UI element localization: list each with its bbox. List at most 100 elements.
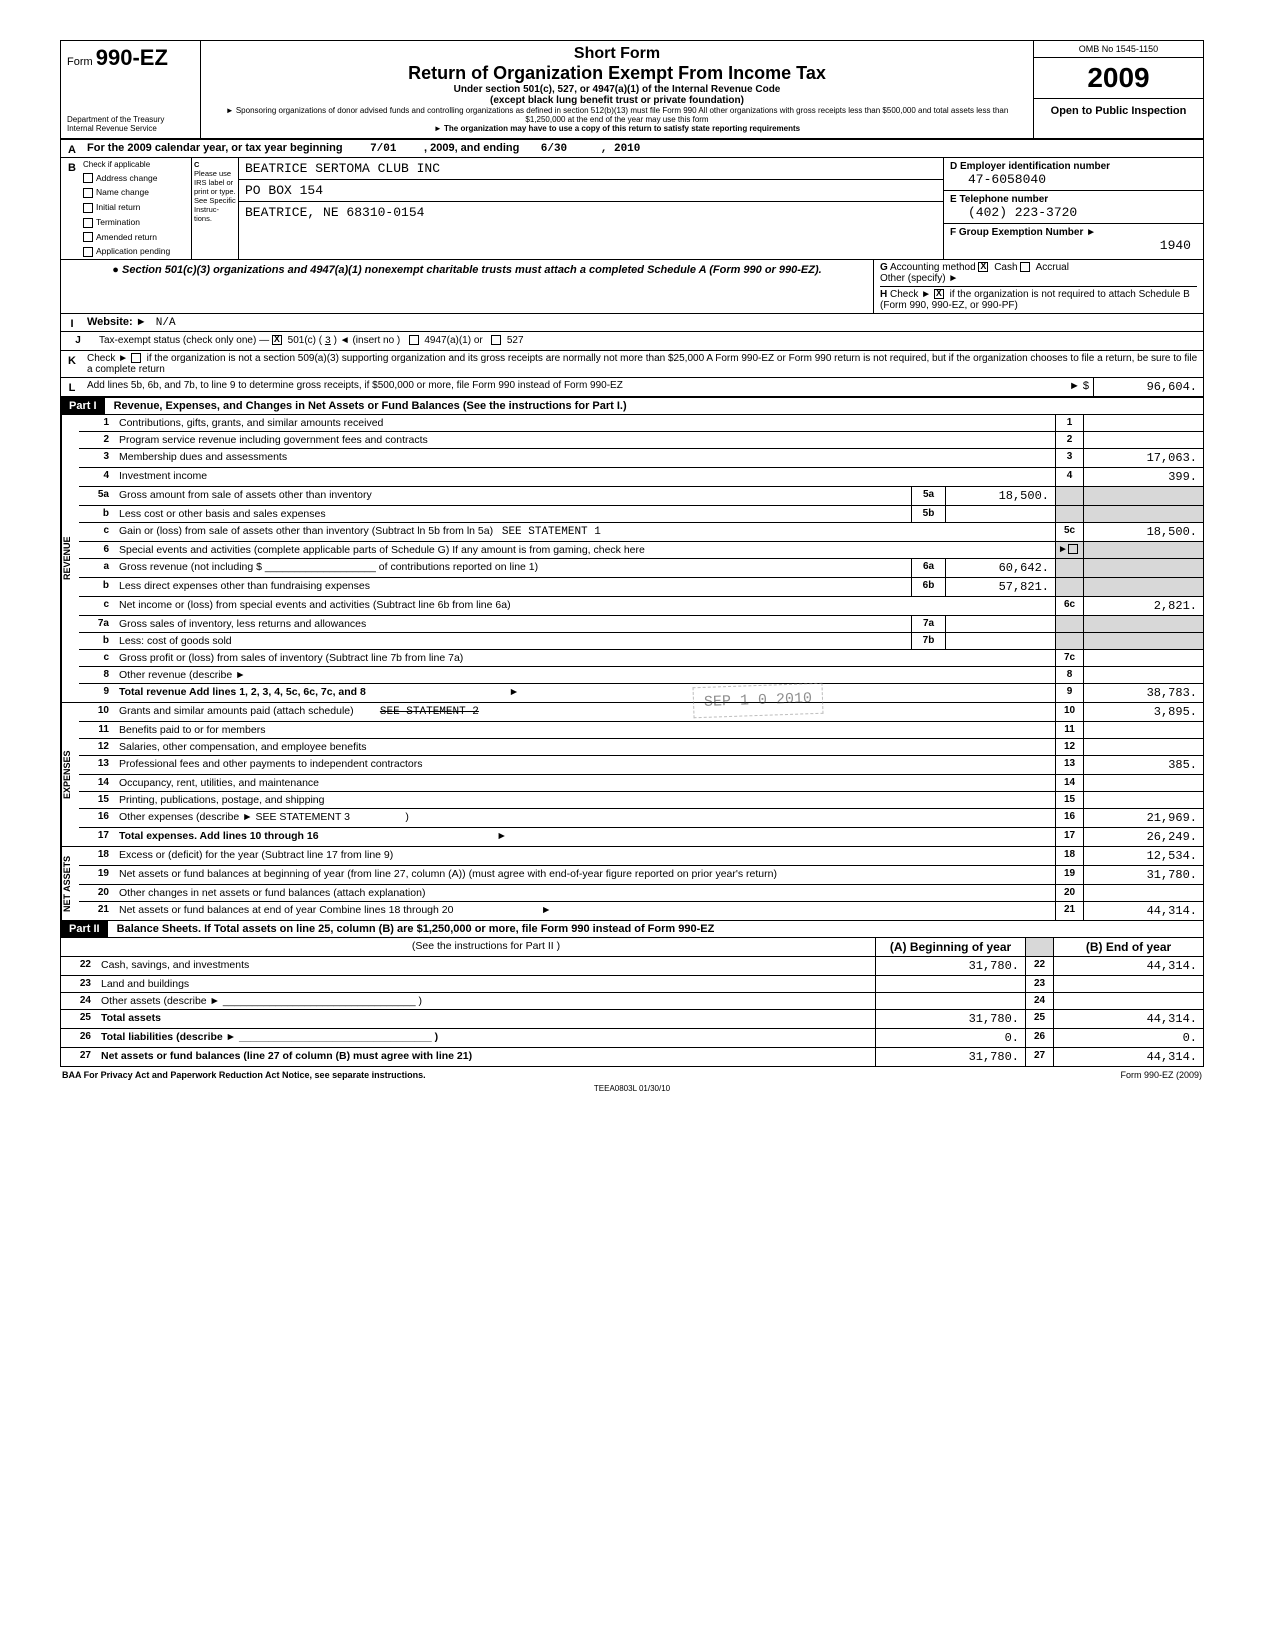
l6a: Gross revenue (not including $ _________…: [115, 559, 911, 577]
A-text: For the 2009 calendar year, or tax year …: [87, 142, 343, 154]
form-number: 990-EZ: [96, 45, 168, 70]
l5b: Less cost or other basis and sales expen…: [115, 506, 911, 522]
l5c-see: SEE STATEMENT 1: [502, 526, 601, 538]
l5a-mv: 18,500.: [945, 487, 1055, 505]
l9v: 38,783.: [1083, 684, 1203, 702]
l12: Salaries, other compensation, and employ…: [115, 739, 1055, 755]
l6a-mv: 60,642.: [945, 559, 1055, 577]
colA-hdr: (A) Beginning of year: [875, 938, 1025, 956]
chk-address[interactable]: Address change: [83, 171, 191, 186]
chk-amended[interactable]: Amended return: [83, 230, 191, 245]
D-block: D Employer identification number 47-6058…: [944, 158, 1203, 191]
bs25: Total assets: [97, 1010, 875, 1028]
chk-cash[interactable]: [978, 262, 988, 272]
line-A: A For the 2009 calendar year, or tax yea…: [61, 140, 1203, 158]
l10v: 3,895.: [1083, 703, 1203, 721]
main-title: Return of Organization Exempt From Incom…: [209, 63, 1025, 84]
short-form-label: Short Form: [209, 45, 1025, 63]
bs-see: (See the instructions for Part II ): [97, 938, 875, 956]
l6cv: 2,821.: [1083, 597, 1203, 615]
colB-hdr: (B) End of year: [1053, 938, 1203, 956]
l18v: 12,534.: [1083, 847, 1203, 865]
sponsor-note: ► Sponsoring organizations of donor advi…: [209, 106, 1025, 124]
chk-gaming[interactable]: [1068, 544, 1078, 554]
l5c: Gain or (loss) from sale of assets other…: [119, 525, 493, 537]
I-val: N/A: [156, 317, 176, 329]
bs25b: 44,314.: [1053, 1010, 1203, 1028]
chk-501c[interactable]: [272, 335, 282, 345]
expenses-block: EXPENSES 10Grants and similar amounts pa…: [61, 702, 1203, 846]
chk-K[interactable]: [131, 353, 141, 363]
bs22: Cash, savings, and investments: [97, 957, 875, 975]
D-val: 47-6058040: [950, 172, 1197, 187]
bs23: Land and buildings: [97, 976, 875, 992]
chk-pending[interactable]: Application pending: [83, 244, 191, 259]
A-mid: , 2009, and ending: [424, 142, 519, 154]
l7a: Gross sales of inventory, less returns a…: [115, 616, 911, 632]
paren-note: (except black lung benefit trust or priv…: [209, 95, 1025, 106]
l8: Other revenue (describe ►: [115, 667, 1055, 683]
form-990ez: Form 990-EZ Department of the Treasury I…: [60, 40, 1204, 1067]
K-txt: if the organization is not a section 509…: [87, 353, 1197, 375]
E-val: (402) 223-3720: [950, 205, 1197, 220]
l14: Occupancy, rent, utilities, and maintena…: [115, 775, 1055, 791]
l16: Other expenses (describe ► SEE STATEMENT…: [119, 811, 350, 823]
chk-name[interactable]: Name change: [83, 185, 191, 200]
org-name-address: BEATRICE SERTOMA CLUB INC PO BOX 154 BEA…: [239, 158, 943, 260]
G-label: Accounting method: [890, 262, 976, 273]
G-other: Other (specify) ►: [880, 273, 958, 284]
l19v: 31,780.: [1083, 866, 1203, 884]
chk-4947[interactable]: [409, 335, 419, 345]
GH-block: G Accounting method Cash Accrual Other (…: [873, 260, 1203, 313]
chk-accrual[interactable]: [1020, 262, 1030, 272]
part-II-header: Part II Balance Sheets. If Total assets …: [61, 920, 1203, 938]
chk-term[interactable]: Termination: [83, 215, 191, 230]
side-expenses: EXPENSES: [61, 703, 79, 846]
chk-initial[interactable]: Initial return: [83, 200, 191, 215]
label-B: B: [61, 158, 83, 260]
line-K: K Check ► if the organization is not a s…: [61, 351, 1203, 378]
l2: Program service revenue including govern…: [115, 432, 1055, 448]
line-I: I Website: ► N/A: [61, 314, 1203, 332]
chk-H[interactable]: [934, 289, 944, 299]
l3: Membership dues and assessments: [115, 449, 1055, 467]
l17v: 26,249.: [1083, 828, 1203, 846]
L-txt: Add lines 5b, 6b, and 7b, to line 9 to d…: [83, 378, 1065, 396]
l19: Net assets or fund balances at beginning…: [115, 866, 1055, 884]
attach-GH-row: ● Section 501(c)(3) organizations and 49…: [61, 260, 1203, 314]
bs22b: 44,314.: [1053, 957, 1203, 975]
right-DEF: D Employer identification number 47-6058…: [943, 158, 1203, 260]
bs26: Total liabilities (describe ► __________…: [97, 1029, 875, 1047]
A-yr2: , 2010: [601, 143, 641, 155]
page-footer: BAA For Privacy Act and Paperwork Reduct…: [60, 1067, 1204, 1080]
l21v: 44,314.: [1083, 902, 1203, 920]
bs25a: 31,780.: [875, 1010, 1025, 1028]
stamp-date: SEP 1 0 2010: [704, 690, 813, 711]
part-II-title: Balance Sheets. If Total assets on line …: [111, 921, 721, 937]
l10: Grants and similar amounts paid (attach …: [119, 705, 354, 717]
form-word: Form: [67, 56, 93, 68]
F-block: F Group Exemption Number ► 1940: [944, 224, 1203, 256]
received-stamp: SEP 1 0 2010: [692, 683, 823, 719]
footer-right: Form 990-EZ (2009): [1120, 1070, 1202, 1080]
I-label: Website: ►: [87, 316, 147, 328]
B-check-label: Check if applicable: [83, 158, 191, 171]
copy-note: ► The organization may have to use a cop…: [209, 124, 1025, 133]
D-label: D Employer identification number: [950, 161, 1110, 172]
l6b-mv: 57,821.: [945, 578, 1055, 596]
label-J: J: [67, 335, 89, 347]
l6: Special events and activities (complete …: [115, 542, 1055, 558]
l21: Net assets or fund balances at end of ye…: [119, 904, 453, 916]
l3v: 17,063.: [1083, 449, 1203, 467]
chk-527[interactable]: [491, 335, 501, 345]
l7b: Less: cost of goods sold: [115, 633, 911, 649]
label-L: L: [61, 378, 83, 396]
side-netassets: NET ASSETS: [61, 847, 79, 920]
L-arrow: ► $: [1065, 378, 1093, 396]
l5a: Gross amount from sale of assets other t…: [115, 487, 911, 505]
attach-note: ● Section 501(c)(3) organizations and 49…: [61, 260, 873, 313]
form-number-box: Form 990-EZ Department of the Treasury I…: [61, 41, 201, 138]
org-addr2: BEATRICE, NE 68310-0154: [239, 202, 943, 223]
l13v: 385.: [1083, 756, 1203, 774]
net-assets-block: NET ASSETS 18Excess or (deficit) for the…: [61, 846, 1203, 920]
